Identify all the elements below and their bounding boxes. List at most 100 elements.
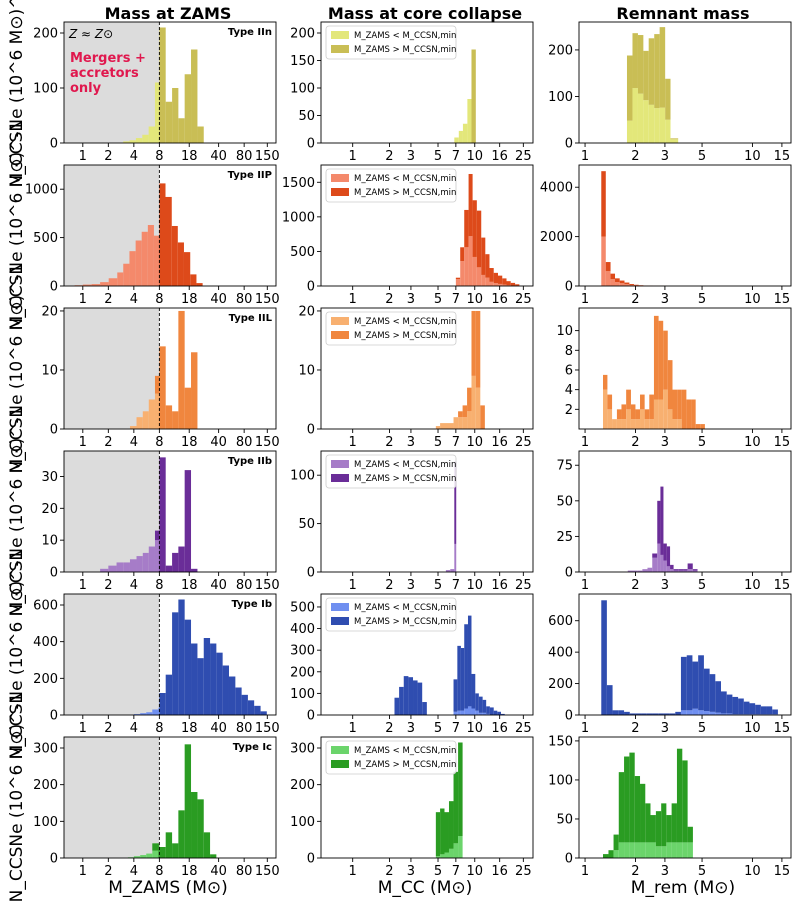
bar-above (680, 656, 687, 711)
bar-below (146, 853, 153, 858)
bar-above (165, 101, 173, 143)
bar-below (148, 126, 155, 143)
x-tick-label: 10 (744, 721, 761, 736)
bar-above (670, 564, 674, 570)
bar-below (663, 389, 668, 429)
x-tick-label: 5 (698, 578, 706, 593)
panel-1-cc: 1 2 3 5 7 10 16 25 0 500 1000 1500 M_ZAMS < M_CCSN,m… (282, 164, 534, 307)
bar-above (178, 546, 185, 572)
legend-text-below: M_ZAMS < M_CCSN,min (354, 603, 456, 613)
bar-below (607, 409, 613, 429)
x-tick-label: 150 (255, 149, 280, 164)
bar-above (663, 330, 668, 390)
bar-above (634, 776, 641, 843)
x-tick-label: 25 (515, 292, 532, 307)
x-tick-label: 7 (452, 292, 460, 307)
bar-below (667, 409, 673, 429)
bar-below (687, 842, 693, 858)
mergers-note: Mergers + (70, 51, 146, 66)
x-tick-label: 10 (744, 864, 761, 879)
legend-text-below: M_ZAMS < M_CCSN,min (354, 31, 456, 41)
bar-below (458, 417, 463, 429)
bar-below (629, 285, 634, 286)
bar-above (649, 394, 654, 420)
bar-above (172, 411, 179, 429)
y-tick-label: 1000 (282, 210, 315, 225)
x-tick-label: 2 (385, 721, 393, 736)
bar-above (408, 677, 414, 715)
x-tick-label: 3 (407, 721, 415, 736)
bar-below (637, 93, 644, 143)
bar-below (435, 426, 441, 429)
y-tick-label: 200 (548, 43, 573, 58)
mergers-note: accretors (70, 66, 139, 81)
x-tick-label: 3 (661, 721, 669, 736)
bar-below (612, 419, 617, 429)
bar-above (686, 655, 693, 711)
bar-above (241, 694, 248, 715)
bar-above (222, 665, 229, 715)
bar-above (687, 826, 693, 843)
bar-below (642, 569, 648, 572)
type-label: Type Ib (232, 599, 272, 610)
bar-above (660, 486, 664, 555)
bar-above (486, 706, 490, 714)
x-tick-label: 1 (349, 292, 357, 307)
bar-below (123, 562, 130, 572)
x-tick-label: 40 (210, 578, 227, 593)
column-title-cc: Mass at core collapse (328, 4, 522, 23)
bar-below (626, 120, 633, 143)
bar-below (683, 570, 688, 572)
bar-above (640, 783, 646, 843)
x-tick-label: 1 (581, 721, 589, 736)
bar-above (616, 409, 622, 420)
shaded-region (64, 594, 160, 715)
x-tick-label: 2 (631, 435, 639, 450)
bar-below (650, 842, 656, 858)
bar-above (703, 668, 710, 712)
bar-below (653, 399, 659, 429)
y-tick-label: 400 (548, 646, 573, 661)
bar-above (665, 78, 671, 120)
x-tick-label: 2 (385, 864, 393, 879)
bar-above (165, 674, 173, 715)
bar-above (510, 282, 516, 286)
bar-above (460, 648, 465, 711)
bar-below (634, 842, 641, 858)
axes-frame (320, 593, 534, 716)
y-tick-label: 0 (565, 137, 573, 152)
y-tick-label: 6 (565, 363, 573, 378)
bar-above (655, 811, 662, 847)
panel-5-zams: 1 2 4 8 18 40 80 150 0 100 200 300 Type Ic (33, 736, 280, 879)
bar-above (458, 411, 463, 418)
bar-below (146, 712, 153, 715)
bar-below (665, 119, 671, 143)
y-tick-label: 4 (565, 383, 573, 398)
x-tick-label: 16 (491, 578, 508, 593)
bar-above (184, 387, 192, 429)
bar-above (726, 694, 733, 714)
bar-above (601, 171, 606, 237)
x-tick-label: 25 (515, 721, 532, 736)
bar-below (678, 570, 684, 572)
bar-below (464, 247, 469, 286)
x-tick-label: 1 (581, 435, 589, 450)
y-tick-label: 400 (290, 622, 315, 637)
bar-above (626, 55, 633, 121)
bar-above (422, 702, 427, 715)
bar-above (608, 850, 614, 858)
bar-below (454, 137, 459, 143)
bar-above (666, 815, 672, 843)
bar-above (652, 553, 658, 558)
bar-below (445, 570, 451, 572)
bar-above (650, 815, 656, 843)
bar-above (172, 552, 179, 572)
bar-below (610, 279, 616, 286)
bar-above (675, 711, 681, 715)
legend-box (325, 597, 457, 632)
bar-above (624, 756, 630, 843)
bar-above (399, 686, 404, 715)
bar-above (178, 599, 185, 715)
